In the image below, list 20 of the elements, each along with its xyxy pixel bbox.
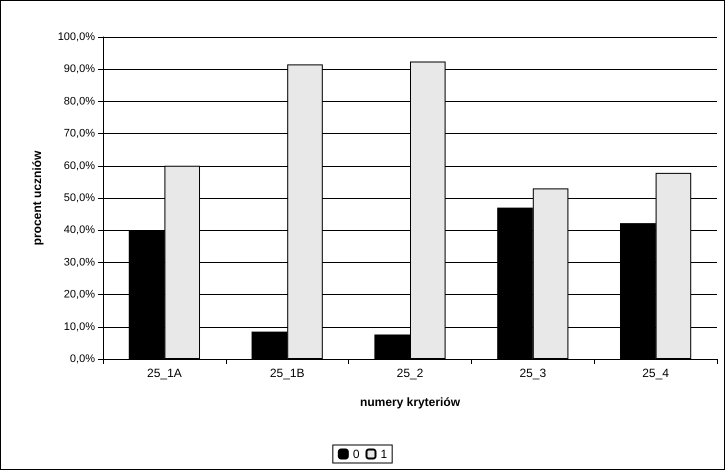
x-tick-label: 25_1A (147, 366, 182, 380)
x-axis-title: numery kryteriów (360, 395, 461, 409)
y-tick-label: 10,0% (64, 320, 96, 333)
y-tick-label: 30,0% (64, 256, 96, 268)
y-tick-label: 20,0% (64, 288, 96, 301)
legend-label: 1 (380, 447, 388, 461)
y-tick-label: 50,0% (64, 192, 96, 204)
y-tick-label: 0,0% (70, 353, 96, 365)
y-tick-label: 70,0% (64, 128, 96, 140)
y-tick-label: 60,0% (64, 160, 96, 172)
x-tick-label: 25_3 (519, 366, 546, 380)
y-tick-label: 40,0% (64, 224, 96, 236)
legend-label: 0 (352, 447, 360, 461)
y-tick-label: 100,0% (58, 31, 96, 43)
x-tick-label: 25_1B (270, 366, 305, 380)
y-axis-title: procent uczniów (30, 150, 44, 246)
y-tick-label: 80,0% (64, 95, 96, 108)
x-tick-label: 25_4 (642, 366, 670, 380)
x-tick-label: 25_2 (396, 366, 424, 380)
y-tick-label: 90,0% (64, 63, 96, 76)
